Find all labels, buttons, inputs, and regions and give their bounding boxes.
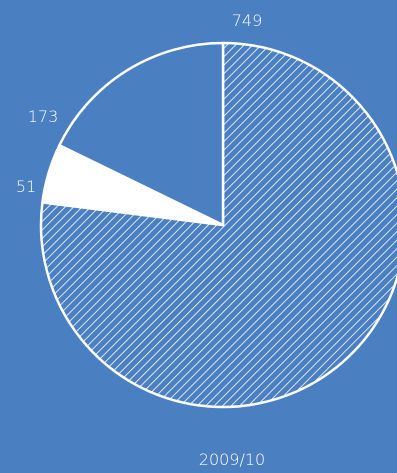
slices-layer [39,41,397,409]
slice-label-749: 749 [232,11,263,30]
pie-slice-173 [58,41,225,227]
slice-label-51: 51 [16,177,36,196]
slice-label-173: 173 [28,107,59,126]
x-axis-label: 2009/10 [199,450,265,469]
slice-labels: 749 51 173 [16,11,262,196]
